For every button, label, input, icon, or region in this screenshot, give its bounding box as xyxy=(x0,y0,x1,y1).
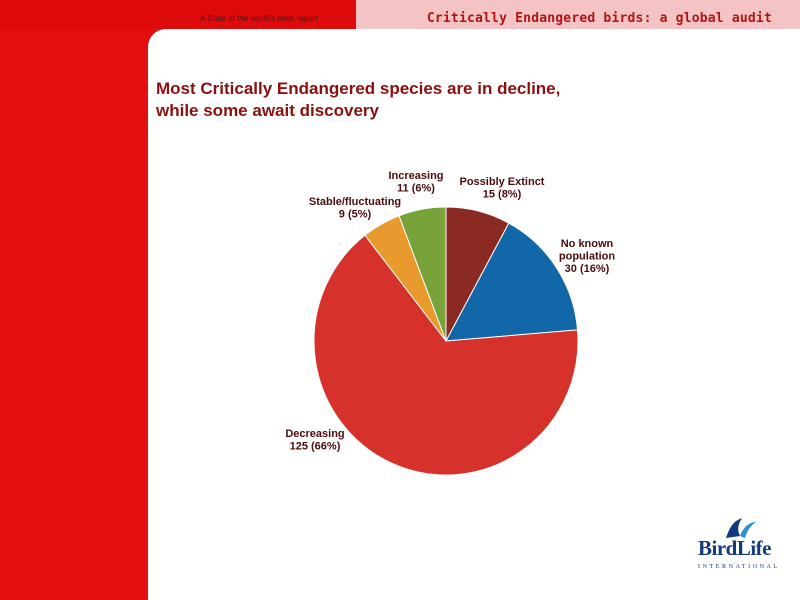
pie-slice-decreasing xyxy=(313,234,579,476)
slide-title-line-2: while some await discovery xyxy=(156,101,379,120)
slice-label-possibly-extinct: Possibly Extinct 15 (8%) xyxy=(460,176,545,201)
header-title: Critically Endangered birds: a global au… xyxy=(426,11,772,26)
slice-label-increasing: Increasing 11 (6%) xyxy=(388,170,443,195)
slice-label-stable-fluctuating: Stable/fluctuating 9 (5%) xyxy=(309,196,401,221)
report-caption: A State of the world's birds report xyxy=(200,14,318,23)
header-right-band xyxy=(356,0,800,29)
bird-icon xyxy=(726,518,756,538)
slice-label-no-known-population: No known population 30 (16%) xyxy=(559,238,615,275)
logo-subtitle: INTERNATIONAL xyxy=(698,564,780,570)
pie-slice-increasing xyxy=(398,206,447,342)
pie-slice-no-known-population xyxy=(445,222,579,342)
birdlife-logo: BirdLife INTERNATIONAL xyxy=(690,516,790,576)
logo-wordmark: BirdLife xyxy=(698,536,772,560)
slide-title: Most Critically Endangered species are i… xyxy=(156,78,560,122)
slice-label-decreasing: Decreasing 125 (66%) xyxy=(285,428,344,453)
header-left-band xyxy=(0,0,356,29)
slide-title-line-1: Most Critically Endangered species are i… xyxy=(156,79,561,98)
